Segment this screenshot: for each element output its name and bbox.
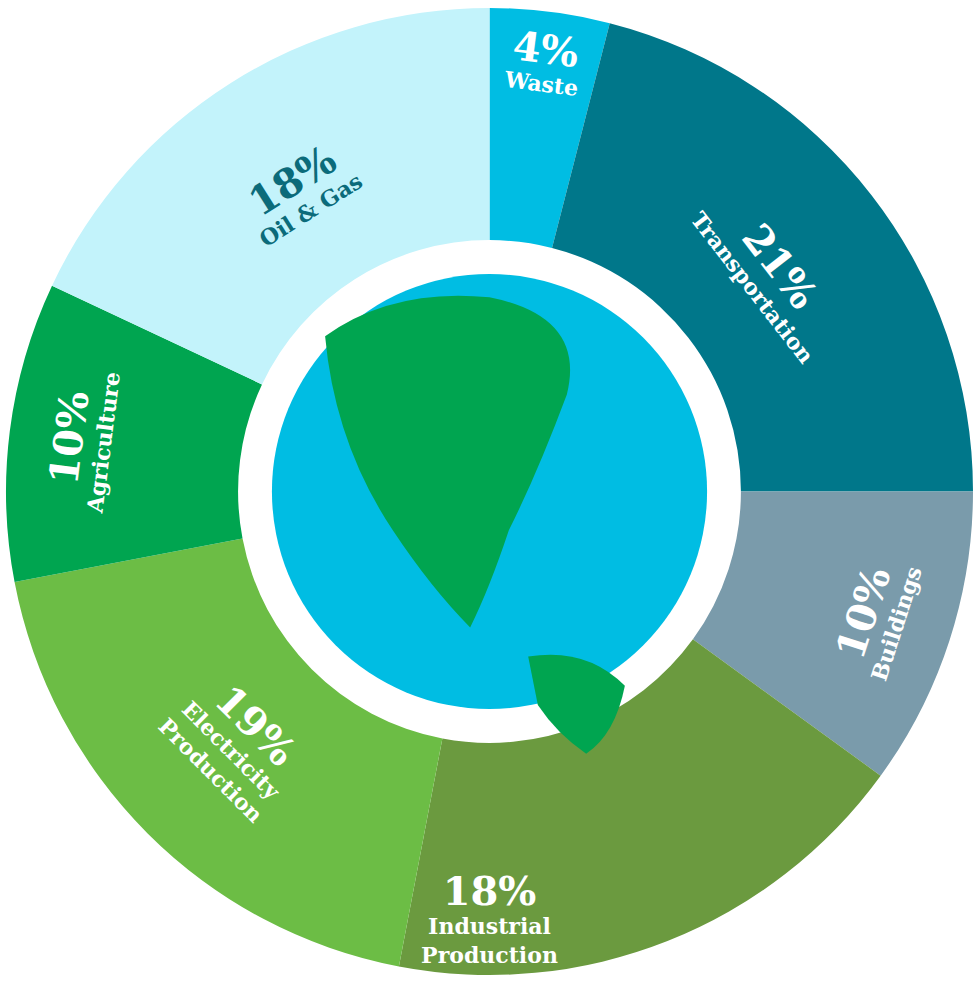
svg-text:18%Oil & Gas: 18%Oil & Gas	[230, 129, 367, 252]
svg-text:19%ElectricityProduction: 19%ElectricityProduction	[153, 660, 321, 828]
svg-text:18%IndustrialProduction: 18%IndustrialProduction	[421, 867, 558, 967]
svg-text:10%Buildings: 10%Buildings	[822, 549, 927, 684]
svg-text:4%Waste: 4%Waste	[502, 21, 585, 101]
svg-text:21%Transportation: 21%Transportation	[686, 179, 856, 368]
svg-text:10%Agriculture: 10%Agriculture	[36, 364, 125, 515]
